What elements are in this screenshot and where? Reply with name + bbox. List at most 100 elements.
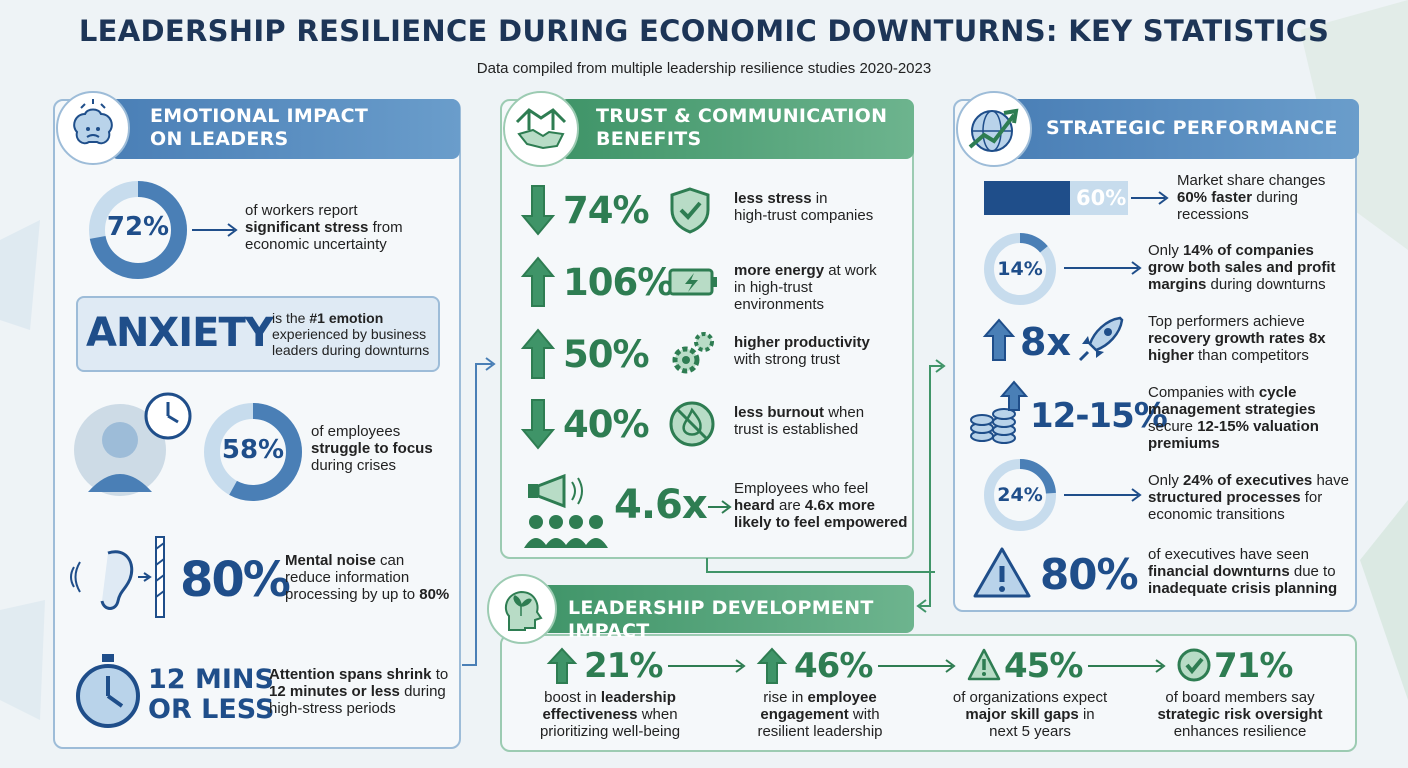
market-share-line1: Market share changes <box>1177 172 1326 189</box>
mental-noise-line1: Mental noise can <box>285 552 460 569</box>
processes-post1: have <box>1316 472 1349 489</box>
trust-desc-line3: environments <box>734 296 825 313</box>
development-heading: LEADERSHIP DEVELOPMENT IMPACT <box>568 597 874 642</box>
recovery-bold1: recovery growth rates 8x <box>1148 330 1326 347</box>
attention-bold1: Attention spans shrink <box>269 666 432 683</box>
valuation-line4: premiums <box>1148 435 1353 452</box>
focus-description: of employees struggle to focus during cr… <box>311 423 451 474</box>
anxiety-line1: is the #1 emotion <box>272 310 442 326</box>
valuation-bold2: management strategies <box>1148 401 1316 418</box>
trust-heading-line1: TRUST & COMMUNICATION <box>596 105 888 127</box>
development-line2: engagement with <box>720 706 920 723</box>
anxiety-word: ANXIETY <box>86 310 274 356</box>
development-description: rise in employee engagement with resilient… <box>720 689 920 740</box>
stress-description: of workers report significant stress fro… <box>245 202 445 253</box>
recovery-multiplier: 8x <box>1020 320 1071 364</box>
trust-desc-bold: more energy <box>734 262 825 279</box>
growth-description: Only 14% of companies grow both sales an… <box>1148 242 1353 293</box>
stress-percent: 72% <box>106 212 170 242</box>
attention-post2: during <box>404 683 446 700</box>
development-line2-post: in <box>1082 706 1095 723</box>
growth-bold3: margins <box>1148 276 1207 293</box>
development-value: 71% <box>1214 646 1293 686</box>
heard-bold2: 4.6x more <box>804 497 875 514</box>
attention-span-description: Attention spans shrink to 12 minutes or … <box>269 666 454 717</box>
ring-fill <box>984 233 1056 305</box>
stress-post: from <box>372 219 403 236</box>
focus-ring-chart <box>204 403 302 501</box>
trust-desc-line1: less stress in <box>734 190 909 207</box>
heard-description: Employees who feel heard are 4.6x more l… <box>734 480 914 531</box>
anxiety-line3: leaders during downturns <box>272 342 430 358</box>
valuation-line3: secure 12-15% valuation <box>1148 418 1353 435</box>
development-line2-bold: engagement <box>760 706 849 723</box>
crisis-bold1: financial downturns <box>1148 563 1290 580</box>
mental-noise-percent: 80% <box>180 552 291 608</box>
development-line2-post: when <box>641 706 678 723</box>
development-line1: of organizations expect <box>930 689 1130 706</box>
emotional-heading-line2: ON LEADERS <box>150 128 289 150</box>
trust-desc-line2: trust is established <box>734 421 859 438</box>
anxiety-bold: #1 emotion <box>309 310 384 326</box>
development-line2: strategic risk oversight <box>1140 706 1340 723</box>
head-sprout-icon <box>487 574 557 644</box>
crisis-planning-percent: 80% <box>1040 550 1139 599</box>
valuation-pre3: secure <box>1148 418 1194 435</box>
development-line1: boost in leadership <box>510 689 710 706</box>
recovery-post: than competitors <box>1198 347 1309 364</box>
development-line1: rise in employee <box>720 689 920 706</box>
valuation-line1: Companies with cycle <box>1148 384 1353 401</box>
page-subtitle: Data compiled from multiple leadership r… <box>476 60 932 77</box>
focus-line3: during crises <box>311 457 397 474</box>
mental-noise-post: can <box>380 552 405 569</box>
market-share-post: during <box>1256 189 1298 206</box>
trust-description: higher productivity with strong trust <box>734 334 909 368</box>
recovery-line3: higher than competitors <box>1148 347 1353 364</box>
anxiety-line2: experienced by business <box>272 326 427 342</box>
market-share-percent: 60% <box>1076 186 1127 210</box>
recovery-line1: Top performers achieve <box>1148 313 1305 330</box>
development-line2-bold: strategic risk oversight <box>1157 706 1323 723</box>
growth-ring-chart <box>984 233 1056 305</box>
ring-fill <box>204 403 302 501</box>
heard-multiplier: 4.6x <box>614 482 708 528</box>
page-title: LEADERSHIP RESILIENCE DURING ECONOMIC DO… <box>78 14 1330 48</box>
development-line1-pre: boost in <box>544 689 597 706</box>
mental-noise-bold: Mental noise <box>285 552 376 569</box>
trust-desc-line2: high-trust companies <box>734 207 874 224</box>
focus-bold: struggle to focus <box>311 440 433 457</box>
recovery-line2: recovery growth rates 8x <box>1148 330 1353 347</box>
crisis-line3: inadequate crisis planning <box>1148 580 1353 597</box>
anxiety-pre: is the <box>272 310 306 326</box>
development-line2-bold: effectiveness <box>542 706 638 723</box>
stress-line2: significant stress from <box>245 219 445 236</box>
valuation-bold4: premiums <box>1148 435 1220 452</box>
processes-ring-chart <box>984 459 1056 531</box>
growth-post: during downturns <box>1210 276 1326 293</box>
trust-description: less stress in high-trust companies <box>734 190 909 224</box>
attention-span-value: 12 MINS OR LESS <box>148 665 274 725</box>
anxiety-callout <box>76 296 440 372</box>
strategic-banner: STRATEGIC PERFORMANCE <box>1010 99 1359 159</box>
development-description: of organizations expect major skill gaps… <box>930 689 1130 740</box>
processes-bold2: structured processes <box>1148 489 1301 506</box>
attention-line3: high-stress periods <box>269 700 396 717</box>
development-value: 21% <box>584 646 663 686</box>
processes-bold1: 24% of executives <box>1183 472 1313 489</box>
attention-value-line1: 12 MINS <box>148 664 274 695</box>
recovery-bold2: higher <box>1148 347 1194 364</box>
development-line2-post: with <box>852 706 880 723</box>
valuation-description: Companies with cycle management strategi… <box>1148 384 1353 452</box>
globe-growth-icon <box>956 91 1032 167</box>
attention-value-line2: OR LESS <box>148 694 275 725</box>
heard-line3: likely to feel empowered <box>734 514 914 531</box>
trust-desc-line2: in high-trust <box>734 279 813 296</box>
market-share-description: Market share changes 60% faster during r… <box>1177 172 1347 223</box>
trust-heading-line2: BENEFITS <box>596 128 702 150</box>
ring-fill <box>89 181 187 279</box>
processes-line1: Only 24% of executives have <box>1148 472 1353 489</box>
mental-noise-line2: reduce information <box>285 569 410 586</box>
trust-panel <box>500 99 914 559</box>
market-share-bold: 60% faster <box>1177 189 1253 206</box>
trust-desc-line1: higher productivity <box>734 334 909 351</box>
